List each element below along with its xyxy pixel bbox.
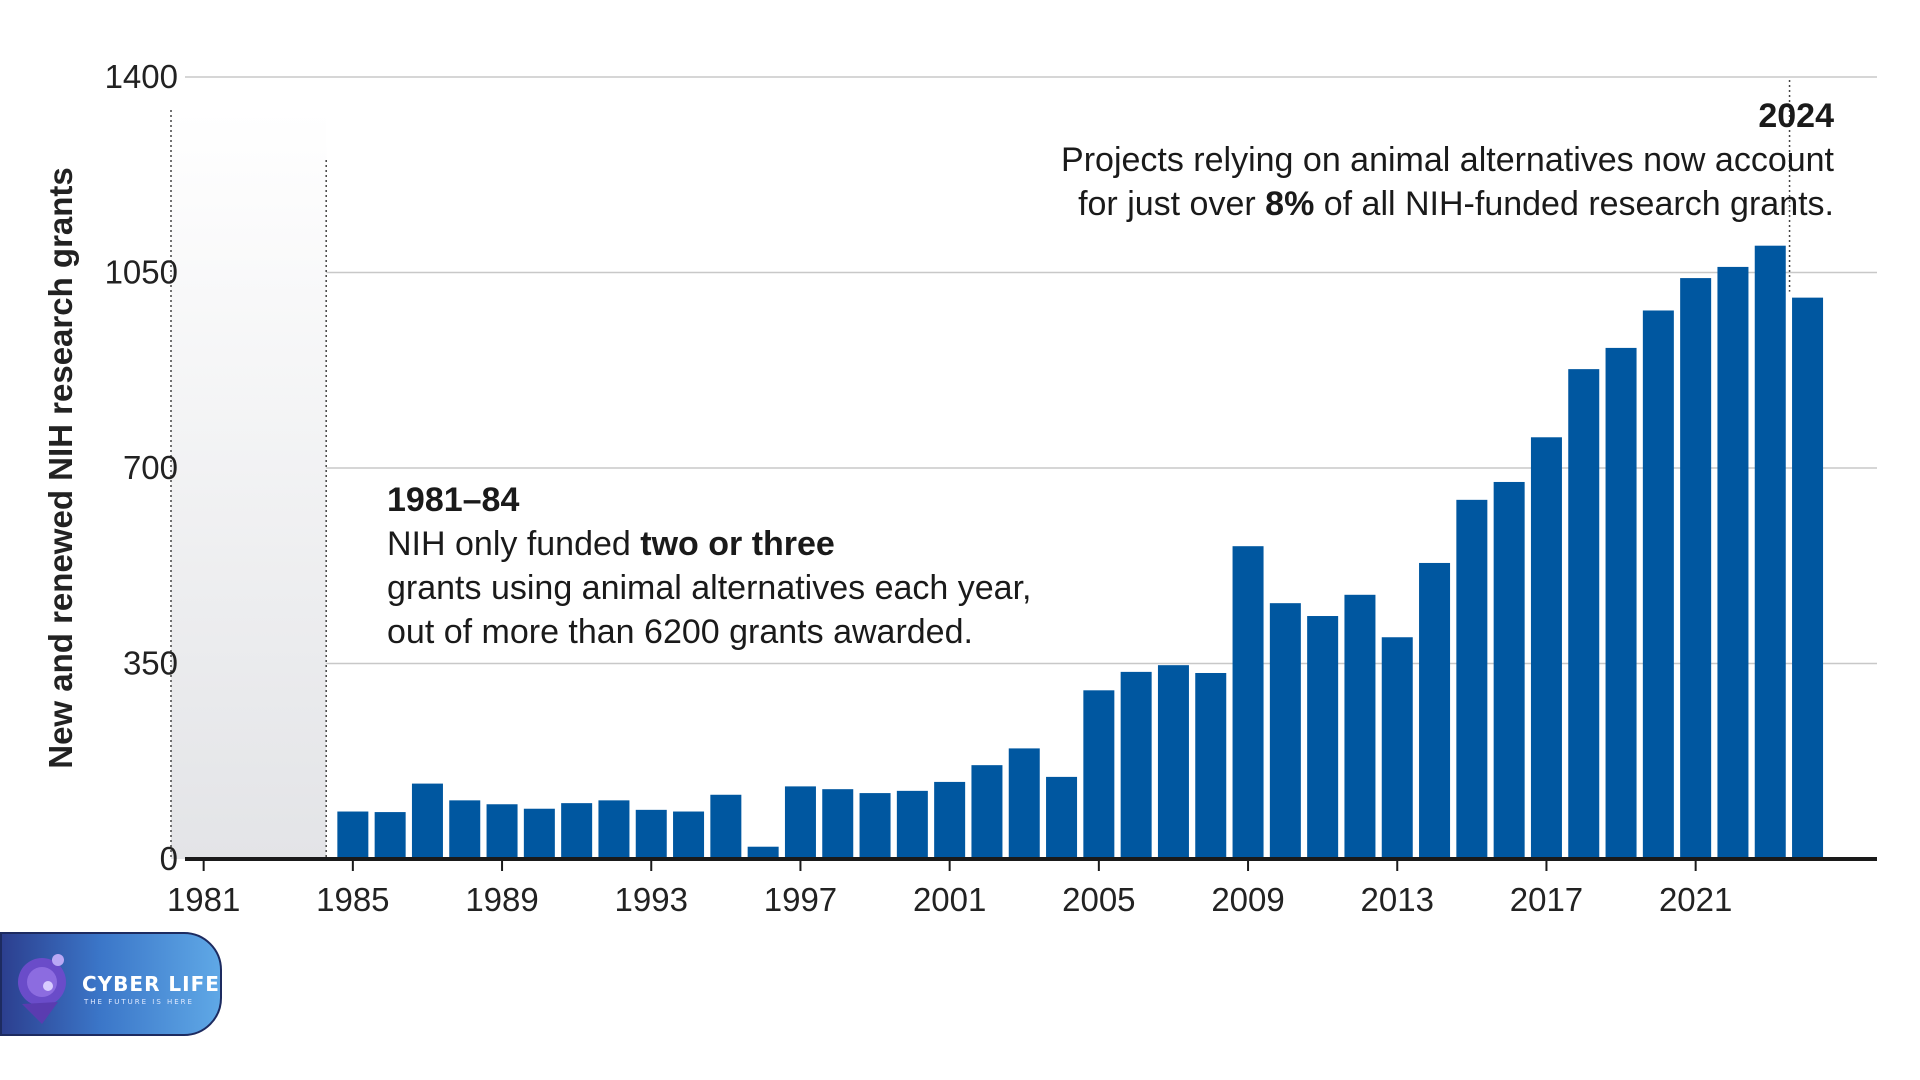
bar-2009 bbox=[1232, 546, 1264, 859]
bar-1986 bbox=[374, 812, 406, 859]
bar-1989 bbox=[486, 804, 518, 859]
annotation-1981-1984: 1981–84 NIH only funded two or three gra… bbox=[387, 478, 1031, 654]
bar-2011 bbox=[1307, 616, 1339, 859]
y-tick-label-1050: 1050 bbox=[105, 254, 178, 291]
bar-2008 bbox=[1195, 672, 1227, 859]
x-tick-label-1997: 1997 bbox=[764, 881, 837, 918]
bar-1996 bbox=[747, 846, 779, 859]
bar-1993 bbox=[635, 809, 667, 859]
bar-2014 bbox=[1419, 562, 1451, 859]
y-axis-label: New and renewed NIH research grants bbox=[42, 167, 79, 769]
bar-2013 bbox=[1381, 637, 1413, 859]
bar-2022 bbox=[1717, 266, 1749, 859]
bar-1992 bbox=[598, 800, 630, 859]
bar-1990 bbox=[523, 808, 555, 859]
y-tick-label-700: 700 bbox=[123, 449, 178, 486]
x-tick-label-2001: 2001 bbox=[913, 881, 986, 918]
bar-2016 bbox=[1493, 481, 1525, 859]
bar-2002 bbox=[971, 765, 1003, 859]
annotation-latest-line1: Projects relying on animal alternatives … bbox=[1061, 141, 1834, 179]
bar-1997 bbox=[784, 786, 816, 859]
annotation-latest-title: 2024 bbox=[1758, 97, 1834, 135]
annotation-early-bold: two or three bbox=[640, 525, 835, 563]
bar-1991 bbox=[561, 803, 593, 859]
bar-2024 bbox=[1792, 297, 1824, 859]
bar-1994 bbox=[673, 811, 705, 859]
bar-2020 bbox=[1642, 310, 1674, 859]
bar-2015 bbox=[1456, 499, 1488, 859]
logo-tagline: THE FUTURE IS HERE bbox=[84, 998, 194, 1006]
bar-1998 bbox=[822, 789, 854, 859]
x-tick-label-2013: 2013 bbox=[1361, 881, 1434, 918]
bar-1985 bbox=[337, 811, 369, 859]
annotation-2024: 2024 Projects relying on animal alternat… bbox=[1061, 94, 1834, 226]
bar-2001 bbox=[934, 781, 966, 859]
y-tick-label-0: 0 bbox=[160, 840, 178, 877]
bar-2007 bbox=[1157, 665, 1189, 859]
bar-2019 bbox=[1605, 347, 1637, 859]
annotation-early-line2: grants using animal alternatives each ye… bbox=[387, 569, 1032, 607]
bar-series bbox=[337, 80, 1824, 860]
x-tick-label-1993: 1993 bbox=[615, 881, 688, 918]
bar-1995 bbox=[710, 794, 742, 859]
bar-2005 bbox=[1083, 690, 1115, 859]
y-tick-label-350: 350 bbox=[123, 645, 178, 682]
bar-1988 bbox=[449, 800, 481, 859]
bar-1987 bbox=[411, 783, 443, 859]
x-tick-label-1985: 1985 bbox=[316, 881, 389, 918]
annotation-latest-bold: 8% bbox=[1265, 185, 1315, 223]
x-tick-label-2005: 2005 bbox=[1062, 881, 1135, 918]
x-tick-label-2017: 2017 bbox=[1510, 881, 1583, 918]
bar-2012 bbox=[1344, 594, 1376, 859]
cyber-life-logo: CYBER LIFE THE FUTURE IS HERE bbox=[0, 932, 222, 1036]
annotation-early-line1: NIH only funded bbox=[387, 525, 641, 563]
bar-2000 bbox=[896, 790, 928, 859]
y-tick-label-1400: 1400 bbox=[105, 58, 178, 95]
bar-2017 bbox=[1530, 437, 1562, 859]
bar-2023 bbox=[1754, 245, 1786, 859]
bar-2018 bbox=[1568, 369, 1600, 859]
bar-1999 bbox=[859, 793, 891, 859]
bar-2004 bbox=[1046, 776, 1078, 859]
bar-2010 bbox=[1269, 603, 1301, 859]
tick-labels: 0 350 700 1050 1400 1981 1985 1989 1993 1997 2001 2… bbox=[105, 58, 1733, 918]
x-tick-label-2021: 2021 bbox=[1659, 881, 1732, 918]
bar-2003 bbox=[1008, 748, 1040, 859]
logo-brand-text: CYBER LIFE bbox=[82, 972, 220, 996]
robot-head-icon bbox=[18, 954, 66, 1024]
annotation-latest-line2-post: of all NIH-funded research grants. bbox=[1314, 185, 1834, 223]
x-tick-label-1981: 1981 bbox=[167, 881, 240, 918]
annotation-latest-line2-pre: for just over bbox=[1078, 185, 1266, 223]
x-tick-label-1989: 1989 bbox=[465, 881, 538, 918]
bar-2021 bbox=[1680, 278, 1712, 860]
annotation-early-title: 1981–84 bbox=[387, 481, 520, 519]
annotation-early-line3: out of more than 6200 grants awarded. bbox=[387, 613, 973, 651]
bar-2006 bbox=[1120, 671, 1152, 859]
x-tick-label-2009: 2009 bbox=[1211, 881, 1284, 918]
shaded-period-1981-1984 bbox=[170, 110, 327, 859]
axes bbox=[185, 857, 1877, 871]
shaded-period-rect bbox=[171, 110, 327, 859]
